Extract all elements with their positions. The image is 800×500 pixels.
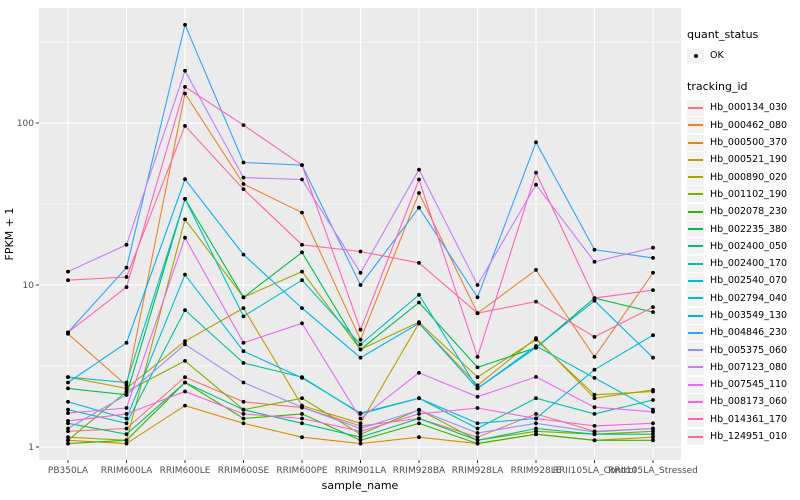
legend-key-icon <box>687 203 704 220</box>
legend-item-Hb_002794_040: Hb_002794_040 <box>687 290 800 307</box>
legend-title-tracking-id: tracking_id <box>687 80 748 94</box>
legend-item-label: Hb_002400_050 <box>710 240 788 252</box>
legend-key-icon <box>687 238 704 255</box>
x-tick-label: RRIM928LA <box>452 466 504 476</box>
legend-item-label: Hb_014361_170 <box>710 413 788 425</box>
legend-item-Hb_002078_230: Hb_002078_230 <box>687 203 800 220</box>
legend-item-label: Hb_004846_230 <box>710 327 788 339</box>
legend-key-icon <box>687 134 704 151</box>
legend-item-label: Hb_002794_040 <box>710 292 788 304</box>
axes: 1 10 100 PB350LA RRIM600LA RRIM600LE RRIM600SE… <box>3 119 698 492</box>
legend-title-quant-status: quant_status <box>687 28 759 41</box>
x-tick-label: RRIM600SE <box>218 466 270 476</box>
legend-item-Hb_000500_370: Hb_000500_370 <box>687 134 800 151</box>
legend-item-Hb_000462_080: Hb_000462_080 <box>687 117 800 134</box>
x-tick-label: RRIM600LE <box>160 466 211 476</box>
legend-item-Hb_000521_190: Hb_000521_190 <box>687 151 800 168</box>
legend-group-tracking-id: tracking_id Hb_000134_030 Hb_000462_080 Hb… <box>687 80 800 445</box>
y-tick-label: 10 <box>23 281 35 291</box>
x-tick-label: RRII105LA_Control <box>553 466 636 476</box>
x-tick-label: RRIM928BA <box>393 466 446 476</box>
legend-item-label: Hb_000462_080 <box>710 119 788 131</box>
legend-key-icon <box>687 255 704 272</box>
legend-key-icon <box>687 307 704 324</box>
legend-item-label: Hb_001102_190 <box>710 188 788 200</box>
legend-item-Hb_002235_380: Hb_002235_380 <box>687 220 800 238</box>
legend-item-label: Hb_008173_060 <box>710 396 788 408</box>
x-tick-label: RRIM600PE <box>276 466 328 476</box>
legend-item-label: Hb_000521_190 <box>710 154 788 166</box>
legend-key-icon <box>687 169 704 186</box>
legend-item-Hb_000134_030: Hb_000134_030 <box>687 99 800 116</box>
legend-item-label: Hb_005375_060 <box>710 344 788 356</box>
legend-key-icon <box>687 411 704 428</box>
legend-item-label: Hb_000890_020 <box>710 171 788 183</box>
legend-key-icon <box>687 359 704 376</box>
x-tick-label: RRIM901LA <box>335 466 387 476</box>
legend-item-Hb_002540_070: Hb_002540_070 <box>687 272 800 289</box>
legend-item-label: Hb_007123_080 <box>710 361 788 373</box>
legend-item-label: Hb_002540_070 <box>710 275 788 287</box>
y-tick-label: 1 <box>28 443 34 453</box>
legend-key-icon <box>687 428 704 445</box>
legend-key-icon <box>687 342 704 359</box>
legend-item-Hb_000890_020: Hb_000890_020 <box>687 168 800 186</box>
legend-key-icon <box>687 117 704 134</box>
x-tick-label: RRIM600LA <box>101 466 153 476</box>
legend-item-label: Hb_003549_130 <box>710 310 788 321</box>
legend-key-icon <box>687 221 704 238</box>
legend-item-label: Hb_124951_010 <box>710 431 788 443</box>
gridlines <box>39 8 681 460</box>
x-axis-title: sample_name <box>322 479 399 492</box>
y-axis-title: FPKM + 1 <box>3 208 16 261</box>
legend-group-quant-status: quant_status OK <box>687 28 800 64</box>
legend-items-tracking-id: Hb_000134_030 Hb_000462_080 Hb_000500_370 H… <box>687 99 800 445</box>
x-tick-label: RRII105LA_Stressed <box>608 466 698 476</box>
legend-item-Hb_001102_190: Hb_001102_190 <box>687 186 800 203</box>
legend-item-label: Hb_002400_170 <box>710 258 788 270</box>
data-points <box>66 22 655 446</box>
legend-item-Hb_002400_050: Hb_002400_050 <box>687 238 800 255</box>
legend-key-icon <box>687 324 704 341</box>
y-tick-label: 100 <box>17 119 34 129</box>
legend: quant_status OK tracking_id Hb_000134_03… <box>687 28 800 461</box>
legend-item-quant-OK: OK <box>687 47 800 64</box>
legend-item-label: Hb_007545_110 <box>710 379 788 391</box>
legend-item-label: Hb_000134_030 <box>710 102 788 114</box>
x-tick-label: PB350LA <box>48 466 89 476</box>
legend-item-Hb_004846_230: Hb_004846_230 <box>687 324 800 341</box>
legend-key-icon <box>687 393 704 410</box>
legend-item-Hb_005375_060: Hb_005375_060 <box>687 341 800 359</box>
legend-item-label: OK <box>710 50 724 62</box>
legend-item-Hb_007123_080: Hb_007123_080 <box>687 359 800 376</box>
legend-key-icon <box>687 151 704 168</box>
legend-item-label: Hb_002235_380 <box>710 223 788 235</box>
x-tick-label: RRIM928LE <box>511 466 562 476</box>
legend-key-icon <box>687 47 704 64</box>
legend-item-Hb_014361_170: Hb_014361_170 <box>687 411 800 428</box>
legend-item-Hb_008173_060: Hb_008173_060 <box>687 393 800 410</box>
legend-item-Hb_124951_010: Hb_124951_010 <box>687 428 800 445</box>
legend-item-Hb_002400_170: Hb_002400_170 <box>687 255 800 272</box>
legend-key-icon <box>687 272 704 289</box>
legend-key-icon <box>687 376 704 393</box>
legend-items-quant-status: OK <box>687 47 800 64</box>
legend-item-Hb_007545_110: Hb_007545_110 <box>687 376 800 393</box>
legend-key-icon <box>687 186 704 203</box>
legend-key-icon <box>687 99 704 116</box>
legend-item-label: Hb_002078_230 <box>710 206 788 218</box>
legend-item-label: Hb_000500_370 <box>710 137 788 149</box>
legend-key-icon <box>687 290 704 307</box>
legend-item-Hb_003549_130: Hb_003549_130 <box>687 307 800 324</box>
